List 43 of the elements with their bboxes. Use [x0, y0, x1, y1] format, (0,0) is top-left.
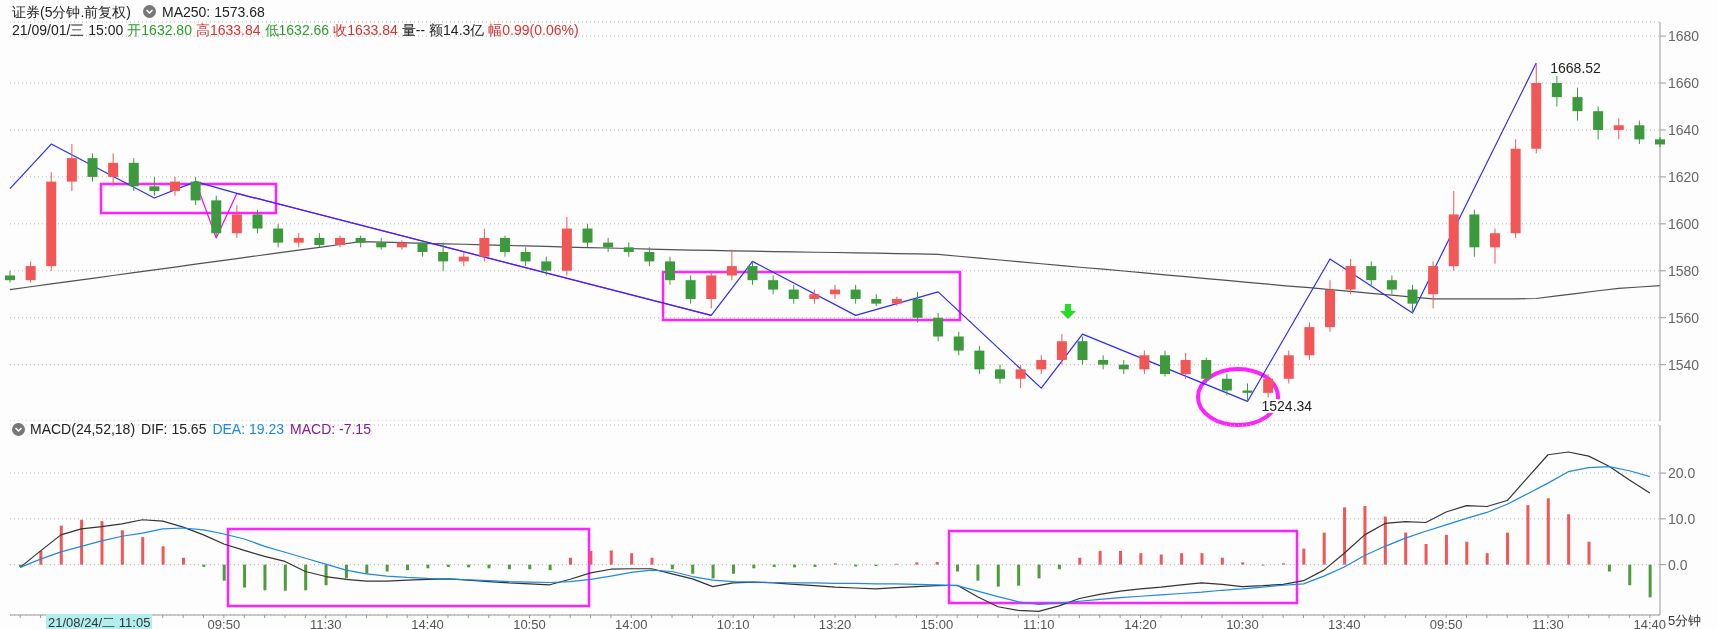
annotation: 低1632.66 — [264, 22, 330, 38]
annotation: MACD: -7.15 — [290, 421, 371, 437]
y-tick-label: 0.0 — [1668, 556, 1688, 573]
x-tick-label: 10:30 — [1226, 617, 1259, 629]
annotation: 高1633.84 — [195, 22, 261, 38]
y-tick-label: 20.0 — [1668, 465, 1696, 482]
annotation: DIF: 15.65 — [141, 421, 207, 437]
x-tick-label: 10:50 — [513, 617, 546, 629]
annotation: 21/08/24/二 11:05 — [46, 614, 153, 629]
annotation: 1668.52 — [1550, 60, 1602, 77]
y-tick-label: 10.0 — [1668, 510, 1696, 527]
y-tick-label: 1560 — [1668, 309, 1700, 326]
y-tick-label: 1540 — [1668, 356, 1700, 373]
y-tick-label: 1640 — [1668, 121, 1700, 138]
x-tick-label: 11:10 — [1022, 617, 1055, 629]
x-tick-label: 15:00 — [920, 617, 954, 629]
text: 证券(5分钟.前复权) — [12, 4, 131, 20]
annotation: 21/09/01/三 15:00 — [12, 22, 124, 38]
x-tick-label: 11:30 — [1532, 617, 1564, 629]
y-tick-label: 1620 — [1668, 168, 1700, 185]
annotation: 幅0.99(0.06%) — [488, 22, 579, 38]
y-tick-label: 1580 — [1668, 262, 1700, 279]
y-tick-label: 1600 — [1668, 215, 1700, 232]
x-tick-label: 14:40 — [411, 617, 444, 629]
text: 5分钟 — [1668, 612, 1702, 629]
x-tick-label: 10:10 — [716, 617, 750, 629]
annotation: 额14.3亿 — [429, 22, 485, 38]
x-tick-label: 11:30 — [309, 617, 342, 629]
annotation: 量-- — [401, 22, 426, 38]
x-tick-label: 14:40 — [1633, 617, 1667, 629]
y-tick-label: 1660 — [1668, 74, 1700, 91]
y-tick-label: 1680 — [1668, 28, 1700, 45]
annotation: 开1632.80 — [127, 22, 192, 38]
annotation: 收1633.84 — [333, 22, 398, 38]
x-tick-label: 13:20 — [818, 617, 852, 629]
x-tick-label: 09:50 — [207, 617, 241, 629]
x-tick-label: 14:00 — [615, 617, 648, 629]
annotation: MACD(24,52,18) — [30, 421, 136, 437]
x-tick-label: 14:20 — [1124, 617, 1157, 629]
annotation: DEA: 19.23 — [212, 421, 285, 437]
x-tick-label: 09:50 — [1429, 617, 1463, 629]
text: MA250: 1573.68 — [162, 4, 265, 20]
x-tick-label: 13:40 — [1327, 617, 1361, 629]
